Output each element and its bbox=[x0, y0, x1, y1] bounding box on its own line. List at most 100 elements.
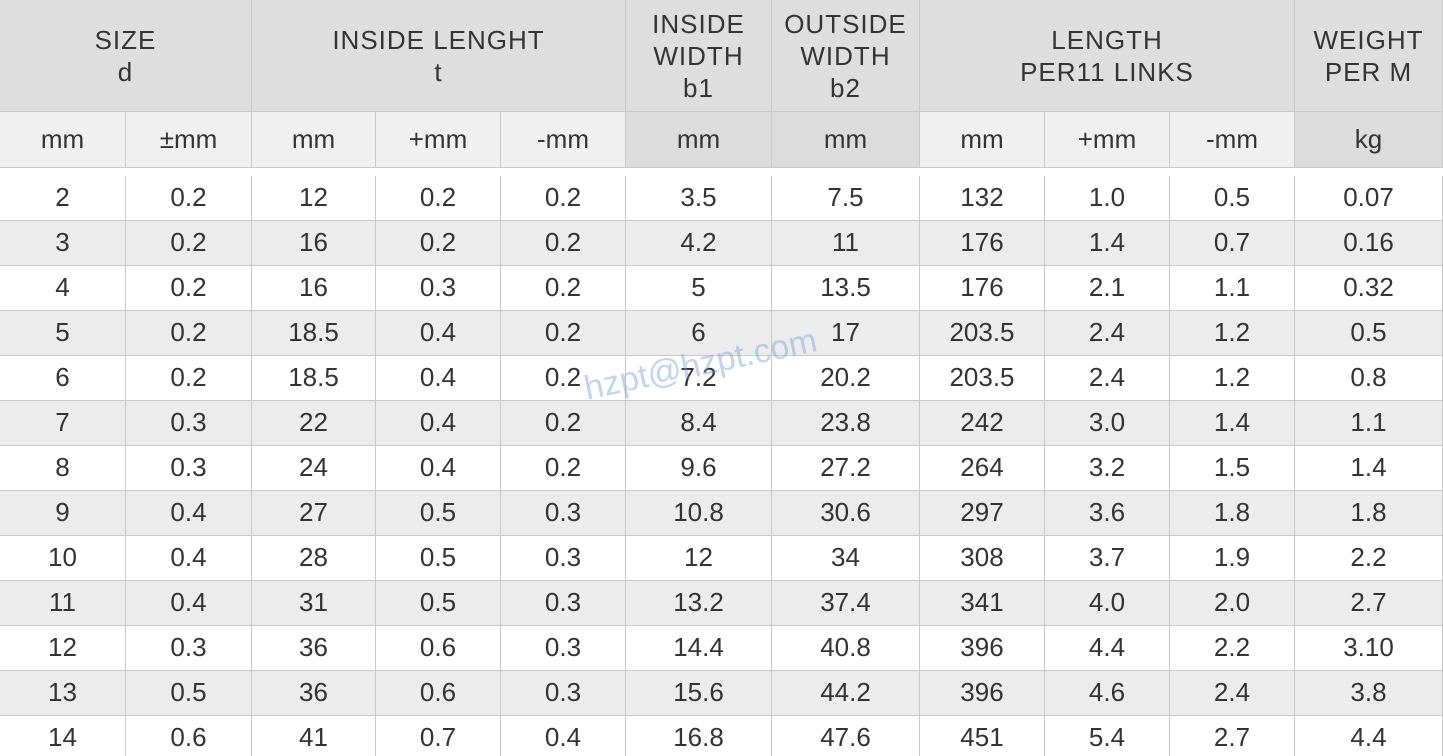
header-line: SIZE bbox=[94, 24, 157, 55]
data-cell: 16.8 bbox=[626, 715, 772, 756]
data-cell: 0.2 bbox=[126, 265, 252, 311]
data-cell: 0.2 bbox=[126, 310, 252, 356]
data-cell: 4.4 bbox=[1045, 625, 1170, 671]
data-cell: 0.4 bbox=[376, 400, 501, 446]
header-line: WEIGHT bbox=[1313, 24, 1424, 55]
data-cell: 3.6 bbox=[1045, 490, 1170, 536]
header-line: WIDTH bbox=[653, 40, 744, 71]
data-cell: 3.7 bbox=[1045, 535, 1170, 581]
data-cell: 3.8 bbox=[1295, 670, 1443, 716]
data-cell: 0.5 bbox=[376, 580, 501, 626]
data-cell: 40.8 bbox=[772, 625, 920, 671]
data-cell: 7 bbox=[0, 400, 126, 446]
data-cell: 0.3 bbox=[501, 580, 626, 626]
unit-header: ±mm bbox=[126, 112, 252, 168]
data-cell: 0.4 bbox=[376, 310, 501, 356]
data-cell: 0.4 bbox=[126, 535, 252, 581]
data-cell: 0.32 bbox=[1295, 265, 1443, 311]
data-cell: 176 bbox=[920, 265, 1045, 311]
data-cell: 24 bbox=[252, 445, 376, 491]
data-cell: 36 bbox=[252, 670, 376, 716]
data-cell: 2.4 bbox=[1045, 355, 1170, 401]
data-cell: 0.3 bbox=[501, 670, 626, 716]
data-cell: 2.2 bbox=[1295, 535, 1443, 581]
data-cell: 7.5 bbox=[772, 175, 920, 221]
data-cell: 1.8 bbox=[1170, 490, 1295, 536]
unit-header: mm bbox=[626, 112, 772, 168]
group-header: INSIDE WIDTH b1 bbox=[626, 0, 772, 112]
data-cell: 13.5 bbox=[772, 265, 920, 311]
data-cell: 0.2 bbox=[126, 175, 252, 221]
data-cell: 6 bbox=[0, 355, 126, 401]
data-cell: 0.5 bbox=[1170, 175, 1295, 221]
unit-header: kg bbox=[1295, 112, 1443, 168]
data-cell: 11 bbox=[0, 580, 126, 626]
unit-header: -mm bbox=[501, 112, 626, 168]
data-cell: 1.4 bbox=[1170, 400, 1295, 446]
data-cell: 0.2 bbox=[126, 220, 252, 266]
data-cell: 0.6 bbox=[376, 670, 501, 716]
data-cell: 0.4 bbox=[126, 580, 252, 626]
data-cell: 0.3 bbox=[126, 625, 252, 671]
data-cell: 0.2 bbox=[501, 355, 626, 401]
header-line: PER M bbox=[1324, 56, 1413, 87]
data-cell: 0.2 bbox=[501, 445, 626, 491]
unit-header: mm bbox=[0, 112, 126, 168]
data-cell: 451 bbox=[920, 715, 1045, 756]
data-cell: 2.2 bbox=[1170, 625, 1295, 671]
data-cell: 37.4 bbox=[772, 580, 920, 626]
data-cell: 1.5 bbox=[1170, 445, 1295, 491]
data-cell: 396 bbox=[920, 625, 1045, 671]
data-cell: 0.07 bbox=[1295, 175, 1443, 221]
unit-header: mm bbox=[772, 112, 920, 168]
data-cell: 6 bbox=[626, 310, 772, 356]
data-cell: 9 bbox=[0, 490, 126, 536]
data-cell: 15.6 bbox=[626, 670, 772, 716]
data-cell: 0.3 bbox=[126, 400, 252, 446]
data-cell: 23.8 bbox=[772, 400, 920, 446]
header-line: b1 bbox=[683, 72, 714, 103]
data-cell: 1.1 bbox=[1170, 265, 1295, 311]
data-cell: 1.2 bbox=[1170, 310, 1295, 356]
data-cell: 1.4 bbox=[1295, 445, 1443, 491]
data-cell: 4.4 bbox=[1295, 715, 1443, 756]
data-cell: 0.2 bbox=[501, 175, 626, 221]
data-cell: 0.2 bbox=[376, 175, 501, 221]
data-cell: 0.7 bbox=[1170, 220, 1295, 266]
data-cell: 8.4 bbox=[626, 400, 772, 446]
header-line: d bbox=[117, 56, 134, 87]
data-cell: 2.4 bbox=[1170, 670, 1295, 716]
data-cell: 2 bbox=[0, 175, 126, 221]
data-cell: 2.1 bbox=[1045, 265, 1170, 311]
data-cell: 13.2 bbox=[626, 580, 772, 626]
data-cell: 264 bbox=[920, 445, 1045, 491]
data-cell: 11 bbox=[772, 220, 920, 266]
data-cell: 34 bbox=[772, 535, 920, 581]
data-cell: 14 bbox=[0, 715, 126, 756]
data-cell: 17 bbox=[772, 310, 920, 356]
data-cell: 0.2 bbox=[376, 220, 501, 266]
data-cell: 0.6 bbox=[126, 715, 252, 756]
data-cell: 176 bbox=[920, 220, 1045, 266]
data-cell: 12 bbox=[626, 535, 772, 581]
data-cell: 4.2 bbox=[626, 220, 772, 266]
data-cell: 1.0 bbox=[1045, 175, 1170, 221]
header-line: b2 bbox=[830, 72, 861, 103]
data-cell: 0.3 bbox=[126, 445, 252, 491]
data-cell: 5 bbox=[626, 265, 772, 311]
unit-header: -mm bbox=[1170, 112, 1295, 168]
data-cell: 16 bbox=[252, 220, 376, 266]
data-cell: 3 bbox=[0, 220, 126, 266]
data-cell: 0.8 bbox=[1295, 355, 1443, 401]
data-cell: 341 bbox=[920, 580, 1045, 626]
header-line: LENGTH bbox=[1051, 24, 1163, 55]
data-cell: 1.1 bbox=[1295, 400, 1443, 446]
header-line: INSIDE bbox=[652, 8, 745, 39]
unit-header: +mm bbox=[1045, 112, 1170, 168]
group-header: INSIDE LENGHT t bbox=[252, 0, 626, 112]
data-cell: 297 bbox=[920, 490, 1045, 536]
data-cell: 28 bbox=[252, 535, 376, 581]
data-cell: 22 bbox=[252, 400, 376, 446]
unit-header: +mm bbox=[376, 112, 501, 168]
